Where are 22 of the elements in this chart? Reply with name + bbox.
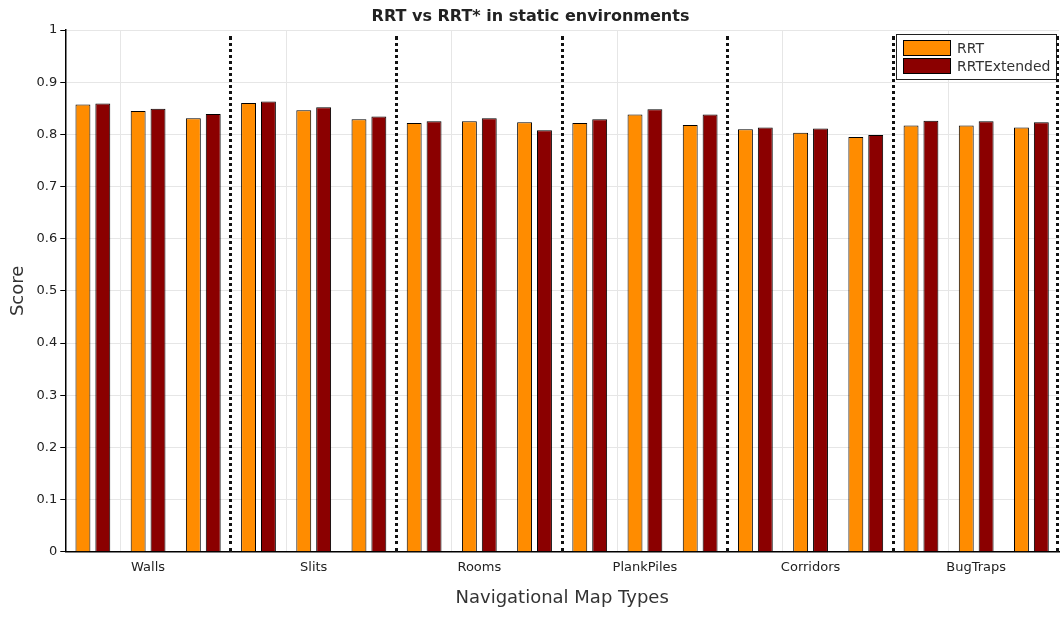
x-tick-label: Rooms (457, 558, 502, 574)
x-axis-title: Navigational Map Types (455, 585, 669, 607)
x-tick-label: BugTraps (946, 558, 1007, 574)
y-tick-label: 0.3 (36, 386, 58, 402)
y-tick-label: 0.6 (36, 230, 58, 246)
y-tick-label: 0.7 (36, 177, 58, 193)
y-tick-label: 0.4 (36, 334, 58, 350)
y-tick-label: 0.1 (36, 490, 58, 506)
y-axis-title: Score (6, 265, 28, 317)
y-tick-label: 0.8 (36, 125, 58, 141)
y-tick-label: 0.9 (36, 73, 58, 89)
x-tick-label: Corridors (780, 558, 841, 574)
y-tick-label: 0.5 (36, 282, 58, 298)
y-tick-label: 1 (48, 21, 58, 37)
y-tick-label: 0 (48, 543, 58, 559)
x-tick-label: PlankPiles (612, 558, 678, 574)
x-tick-label: Slits (300, 558, 328, 574)
x-tick-label: Walls (131, 558, 166, 574)
y-tick-label: 0.2 (36, 438, 58, 454)
legend-label: RRTExtended (957, 58, 1051, 74)
chart-title: RRT vs RRT* in static environments (371, 6, 690, 25)
legend-label: RRT (957, 40, 984, 56)
